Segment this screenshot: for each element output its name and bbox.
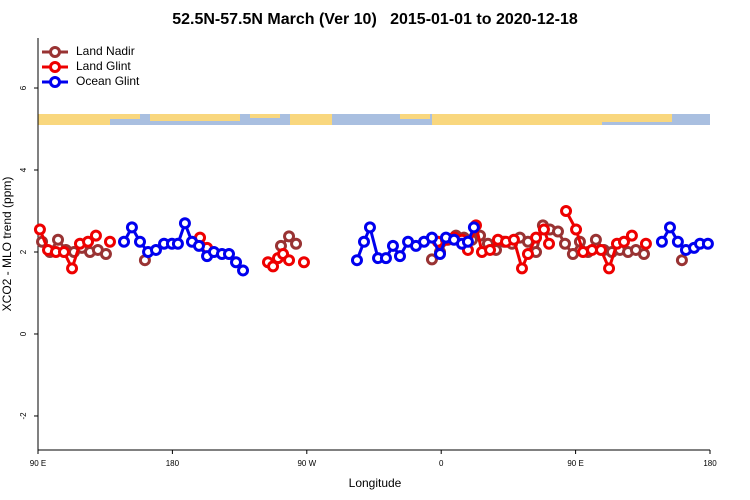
y-tick-label: 6 <box>19 85 28 90</box>
data-point <box>82 235 95 248</box>
data-point <box>99 248 112 261</box>
data-point <box>230 256 243 269</box>
y-tick-label: -2 <box>19 412 28 420</box>
data-point <box>125 221 138 234</box>
data-point <box>33 223 46 236</box>
x-tick-label: 0 <box>439 459 444 468</box>
x-tick-label: 180 <box>703 459 717 468</box>
data-point <box>594 243 607 256</box>
data-point <box>637 248 650 261</box>
data-point <box>537 223 550 236</box>
x-axis-label: Longitude <box>349 476 402 490</box>
data-point <box>297 256 310 269</box>
legend-label: Land Nadir <box>76 44 135 58</box>
data-point <box>570 223 583 236</box>
y-axis-label: XCO2 - MLO trend (ppm) <box>0 177 14 312</box>
data-point <box>425 231 438 244</box>
data-point <box>551 225 564 238</box>
data-point <box>350 254 363 267</box>
legend-marker <box>49 61 61 73</box>
data-point <box>589 233 602 246</box>
data-point <box>566 248 579 261</box>
data-point <box>237 264 250 277</box>
data-point <box>484 243 497 256</box>
data-point <box>171 237 184 250</box>
data-point <box>386 239 399 252</box>
data-point <box>625 229 638 242</box>
legend-marker <box>49 76 61 88</box>
y-tick-label: 2 <box>19 249 28 254</box>
data-point <box>363 221 376 234</box>
data-point <box>103 235 116 248</box>
data-point <box>603 262 616 275</box>
data-point <box>461 235 474 248</box>
data-point <box>530 231 543 244</box>
data-point <box>655 235 668 248</box>
legend-label: Land Glint <box>76 59 131 73</box>
data-point <box>379 252 392 265</box>
data-point <box>393 250 406 263</box>
data-point <box>133 235 146 248</box>
data-point <box>290 237 303 250</box>
data-point <box>425 253 438 266</box>
data-point <box>515 262 528 275</box>
legend-label: Ocean Glint <box>76 74 140 88</box>
data-point <box>283 254 296 267</box>
data-point <box>178 217 191 230</box>
x-tick-label: 90 E <box>567 459 583 468</box>
data-point <box>149 243 162 256</box>
data-point <box>639 237 652 250</box>
data-point <box>118 235 131 248</box>
x-tick-label: 90 E <box>30 459 46 468</box>
data-point <box>521 248 534 261</box>
data-point <box>89 229 102 242</box>
x-tick-label: 90 W <box>297 459 316 468</box>
y-tick-label: 0 <box>19 331 28 336</box>
data-point <box>283 230 296 243</box>
data-point <box>560 204 573 217</box>
data-point <box>617 235 630 248</box>
data-point <box>675 254 688 267</box>
map-strip <box>38 114 710 125</box>
data-point <box>543 237 556 250</box>
data-point <box>701 237 714 250</box>
data-point <box>663 221 676 234</box>
data-point <box>357 235 370 248</box>
data-point <box>66 262 79 275</box>
legend-marker <box>49 46 61 58</box>
data-point <box>434 248 447 261</box>
x-tick-label: 180 <box>166 459 180 468</box>
y-tick-label: 4 <box>19 167 28 172</box>
data-point <box>222 248 235 261</box>
data-point <box>558 237 571 250</box>
data-point <box>57 245 70 258</box>
data-point <box>467 221 480 234</box>
data-point <box>671 235 684 248</box>
data-point <box>52 233 65 246</box>
data-point <box>507 233 520 246</box>
data-point <box>267 260 280 273</box>
data-point <box>192 239 205 252</box>
chart-title: 52.5N-57.5N March (Ver 10) 2015-01-01 to… <box>172 11 578 28</box>
series <box>118 217 714 277</box>
